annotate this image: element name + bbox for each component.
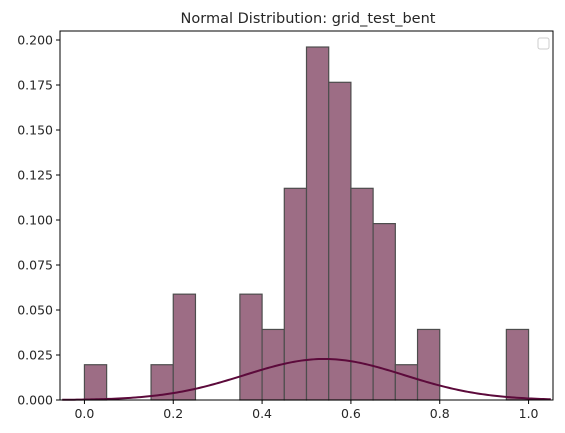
- histogram-bar-0: [83, 364, 108, 401]
- y-tick-label-1: 0.025: [17, 348, 53, 363]
- histogram-bar-11: [416, 328, 441, 401]
- axes-frame: [59, 30, 554, 401]
- normal-pdf-curve: [62, 357, 551, 401]
- histogram-bar-12: [505, 328, 530, 401]
- chart-title: Normal Distribution: grid_test_bent: [181, 11, 436, 27]
- histogram-bar-9: [372, 223, 396, 401]
- histogram-bar-5: [283, 187, 308, 401]
- histogram-bar-7: [328, 81, 352, 401]
- histogram-bar-8: [350, 187, 374, 401]
- histogram-bars: [83, 46, 530, 401]
- y-tick-label-4: 0.100: [17, 213, 53, 228]
- y-tick-label-0: 0.000: [17, 393, 53, 408]
- x-tick-label-0: 0.0: [74, 406, 94, 421]
- x-axis: 0.0 0.2 0.4 0.6 0.8 1.0: [74, 400, 539, 421]
- y-axis: 0.000 0.025 0.050 0.075 0.100 0.125 0.150 0.175…: [17, 33, 60, 408]
- y-tick-label-5: 0.125: [17, 168, 53, 183]
- y-tick-label-7: 0.175: [17, 78, 53, 93]
- x-tick-label-4: 0.8: [430, 406, 450, 421]
- x-tick-label-5: 1.0: [519, 406, 539, 421]
- y-tick-label-3: 0.075: [17, 258, 53, 273]
- y-tick-label-8: 0.200: [17, 33, 53, 48]
- histogram-bar-10: [394, 364, 419, 401]
- histogram-bar-2: [172, 293, 197, 401]
- histogram-bar-3: [239, 293, 263, 401]
- x-tick-label-2: 0.4: [252, 406, 272, 421]
- histogram-bar-6: [305, 46, 330, 401]
- y-tick-label-2: 0.050: [17, 303, 53, 318]
- y-tick-label-6: 0.150: [17, 123, 53, 138]
- legend-box: [537, 37, 550, 50]
- x-tick-label-1: 0.2: [163, 406, 183, 421]
- x-tick-label-3: 0.6: [341, 406, 361, 421]
